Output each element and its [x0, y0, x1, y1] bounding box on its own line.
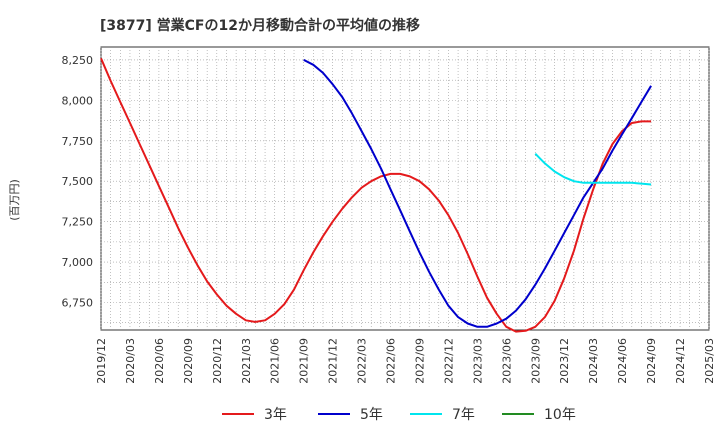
legend-label: 10年 — [544, 407, 576, 423]
legend-label: 5年 — [360, 407, 383, 423]
axis-layer: 6,750 7,000 7,250 7,500 7,750 8,000 8,250 2019/… — [62, 54, 717, 384]
x-tick-label: 2020/06 — [153, 338, 166, 384]
x-tick-label: 2023/09 — [529, 338, 542, 384]
x-tick-label: 2021/12 — [327, 338, 340, 384]
series-line — [100, 57, 652, 333]
plot-area — [100, 46, 710, 331]
y-tick-label: 8,250 — [62, 54, 94, 67]
x-tick-label: 2023/03 — [471, 338, 484, 384]
y-tick-label: 7,500 — [62, 175, 94, 188]
x-tick-label: 2024/12 — [674, 338, 687, 384]
series-layer — [100, 57, 652, 333]
x-tick-label: 2023/12 — [558, 338, 571, 384]
x-tick-label: 2020/03 — [124, 338, 137, 384]
y-tick-label: 8,000 — [62, 94, 94, 107]
y-tick-label: 7,250 — [62, 216, 94, 229]
y-tick-label: 7,000 — [62, 256, 94, 269]
series-line — [534, 152, 652, 186]
x-tick-label: 2022/03 — [356, 338, 369, 384]
y-axis-label: (百万円) — [8, 179, 21, 221]
x-tick-label: 2019/12 — [95, 338, 108, 384]
x-tick-label: 2024/03 — [587, 338, 600, 384]
x-tick-label: 2022/06 — [385, 338, 398, 384]
grid-layer — [100, 47, 710, 330]
x-tick-label: 2021/09 — [298, 338, 311, 384]
x-tick-label: 2022/12 — [442, 338, 455, 384]
y-tick-label: 7,750 — [62, 135, 94, 148]
x-tick-label: 2024/09 — [645, 338, 658, 384]
x-tick-label: 2024/06 — [616, 338, 629, 384]
x-tick-label: 2020/09 — [182, 338, 195, 384]
legend-label: 7年 — [452, 407, 475, 423]
legend-label: 3年 — [264, 407, 287, 423]
x-tick-label: 2021/03 — [240, 338, 253, 384]
x-tick-label: 2023/06 — [500, 338, 513, 384]
y-tick-label: 6,750 — [62, 297, 94, 310]
x-tick-label: 2020/12 — [211, 338, 224, 384]
x-tick-label: 2021/06 — [269, 338, 282, 384]
chart-title: [3877] 営業CFの12か月移動合計の平均値の推移 — [100, 17, 420, 34]
x-tick-label: 2022/09 — [413, 338, 426, 384]
x-tick-label: 2025/03 — [703, 338, 716, 384]
legend: 3年 5年 7年 10年 — [222, 407, 576, 423]
